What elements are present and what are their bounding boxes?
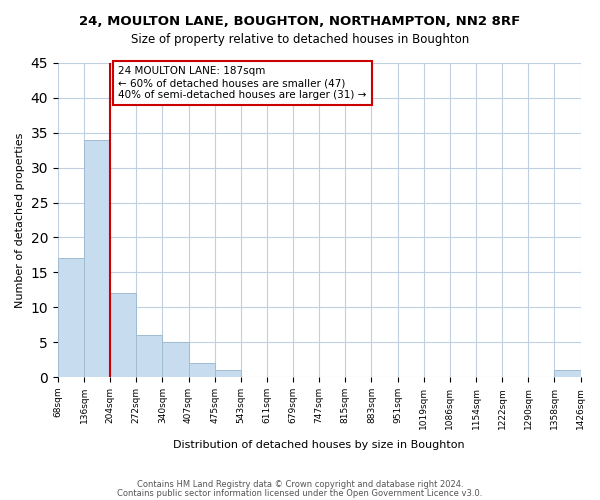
Text: 24 MOULTON LANE: 187sqm
← 60% of detached houses are smaller (47)
40% of semi-de: 24 MOULTON LANE: 187sqm ← 60% of detache… bbox=[118, 66, 367, 100]
Text: Contains HM Land Registry data © Crown copyright and database right 2024.: Contains HM Land Registry data © Crown c… bbox=[137, 480, 463, 489]
Bar bbox=[163, 342, 188, 377]
Bar bbox=[554, 370, 581, 377]
Bar bbox=[188, 363, 215, 377]
Y-axis label: Number of detached properties: Number of detached properties bbox=[15, 132, 25, 308]
Text: 24, MOULTON LANE, BOUGHTON, NORTHAMPTON, NN2 8RF: 24, MOULTON LANE, BOUGHTON, NORTHAMPTON,… bbox=[79, 15, 521, 28]
Text: Size of property relative to detached houses in Boughton: Size of property relative to detached ho… bbox=[131, 32, 469, 46]
X-axis label: Distribution of detached houses by size in Boughton: Distribution of detached houses by size … bbox=[173, 440, 465, 450]
Bar bbox=[215, 370, 241, 377]
Bar bbox=[110, 294, 136, 377]
Bar bbox=[136, 335, 163, 377]
Bar bbox=[84, 140, 110, 377]
Bar bbox=[58, 258, 84, 377]
Text: Contains public sector information licensed under the Open Government Licence v3: Contains public sector information licen… bbox=[118, 488, 482, 498]
